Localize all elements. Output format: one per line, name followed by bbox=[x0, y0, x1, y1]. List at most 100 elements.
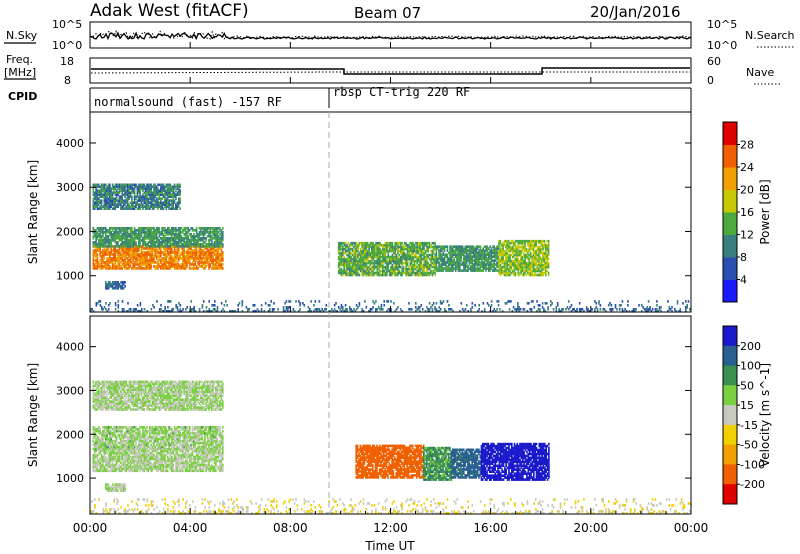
range-gate-cell bbox=[463, 249, 465, 252]
range-gate-cell bbox=[198, 263, 201, 266]
range-gate-cell bbox=[348, 265, 351, 269]
range-gate-cell bbox=[452, 253, 454, 256]
range-gate-cell bbox=[412, 269, 414, 273]
range-gate-cell bbox=[384, 259, 387, 263]
range-gate-cell bbox=[516, 259, 518, 263]
range-gate-cell bbox=[460, 253, 462, 256]
range-gate-cell bbox=[534, 253, 536, 257]
range-gate-cell bbox=[190, 251, 192, 254]
range-gate-cell bbox=[180, 227, 183, 230]
range-gate-cell bbox=[517, 241, 520, 245]
range-gate-cell bbox=[547, 247, 550, 251]
range-gate-cell bbox=[150, 229, 152, 232]
range-gate-cell bbox=[162, 185, 165, 189]
range-gate-cell bbox=[387, 265, 390, 269]
range-gate-cell bbox=[371, 267, 373, 271]
range-gate-cell bbox=[113, 257, 115, 260]
range-gate-cell bbox=[357, 249, 359, 253]
range-gate-cell bbox=[182, 249, 184, 252]
range-gate-cell bbox=[410, 271, 413, 275]
range-gate-cell bbox=[517, 269, 520, 273]
range-gate-cell bbox=[132, 187, 134, 190]
range-gate-cell bbox=[478, 245, 480, 248]
range-gate-cell bbox=[149, 189, 151, 192]
range-gate-cell bbox=[142, 247, 144, 250]
range-gate-cell bbox=[193, 245, 195, 248]
range-gate-cell bbox=[191, 249, 194, 252]
range-gate-cell bbox=[478, 255, 480, 258]
range-gate-cell bbox=[147, 241, 150, 244]
range-gate-cell bbox=[432, 249, 435, 253]
range-gate-cell bbox=[417, 257, 420, 261]
range-gate-cell bbox=[437, 269, 439, 272]
range-gate-cell bbox=[565, 308, 567, 311]
range-gate-cell bbox=[529, 253, 532, 257]
range-gate-cell bbox=[368, 271, 370, 275]
range-gate-cell bbox=[465, 255, 468, 258]
range-gate-cell bbox=[199, 249, 202, 252]
range-gate-cell bbox=[206, 261, 209, 264]
range-gate-cell bbox=[416, 269, 418, 273]
range-gate-cell bbox=[395, 253, 398, 257]
range-gate-cell bbox=[129, 257, 132, 260]
range-gate-cell bbox=[618, 308, 621, 311]
range-gate-cell bbox=[324, 308, 326, 311]
range-gate-cell bbox=[524, 271, 526, 275]
range-gate-cell bbox=[509, 271, 511, 275]
range-gate-cell bbox=[206, 249, 209, 252]
range-gate-cell bbox=[164, 306, 166, 309]
range-gate-cell bbox=[122, 201, 125, 204]
range-gate-cell bbox=[539, 271, 542, 275]
range-gate-cell bbox=[204, 227, 206, 230]
range-gate-cell bbox=[490, 253, 493, 256]
range-gate-cell bbox=[434, 273, 436, 277]
range-gate-cell bbox=[129, 247, 132, 250]
range-gate-cell bbox=[173, 253, 176, 256]
range-gate-cell bbox=[143, 229, 146, 232]
range-gate-cell bbox=[154, 189, 157, 192]
range-gate-cell bbox=[176, 237, 179, 240]
nsky-right-tick-top: 10^5 bbox=[707, 18, 737, 31]
range-gate-cell bbox=[493, 263, 495, 266]
range-gate-cell bbox=[220, 249, 223, 252]
range-gate-cell bbox=[507, 267, 510, 271]
range-gate-cell bbox=[179, 265, 181, 268]
range-gate-cell bbox=[474, 269, 476, 272]
range-gate-cell bbox=[478, 267, 480, 270]
range-gate-cell bbox=[157, 237, 159, 240]
range-gate-cell bbox=[99, 267, 101, 270]
range-gate-cell bbox=[366, 245, 369, 249]
range-gate-cell bbox=[479, 249, 482, 252]
range-gate-cell bbox=[99, 235, 101, 238]
range-gate-cell bbox=[150, 233, 152, 236]
range-gate-cell bbox=[376, 267, 379, 271]
range-gate-cell bbox=[217, 259, 220, 262]
range-gate-cell bbox=[393, 265, 395, 269]
range-gate-cell bbox=[129, 187, 132, 190]
range-gate-cell bbox=[131, 241, 133, 244]
range-gate-cell bbox=[376, 263, 379, 267]
range-gate-cell bbox=[498, 243, 500, 247]
range-gate-cell bbox=[198, 239, 201, 242]
range-gate-cell bbox=[162, 247, 165, 250]
range-gate-cell bbox=[109, 231, 111, 234]
range-gate-cell bbox=[103, 185, 106, 189]
range-gate-cell bbox=[132, 189, 134, 192]
range-gate-cell bbox=[169, 310, 172, 313]
range-gate-cell bbox=[487, 267, 490, 270]
range-gate-cell bbox=[527, 267, 529, 271]
range-gate-cell bbox=[492, 251, 494, 254]
range-gate-cell bbox=[507, 247, 510, 251]
range-gate-cell bbox=[459, 263, 461, 266]
range-gate-cell bbox=[131, 267, 133, 270]
range-gate-cell bbox=[143, 237, 146, 240]
range-gate-cell bbox=[399, 245, 402, 249]
range-gate-cell bbox=[143, 227, 146, 230]
range-gate-cell bbox=[365, 251, 368, 255]
range-gate-cell bbox=[540, 261, 543, 265]
range-gate-cell bbox=[115, 267, 118, 270]
range-gate-cell bbox=[452, 267, 454, 270]
range-gate-cell bbox=[114, 185, 117, 189]
range-gate-cell bbox=[472, 269, 475, 272]
range-gate-cell bbox=[357, 245, 359, 249]
